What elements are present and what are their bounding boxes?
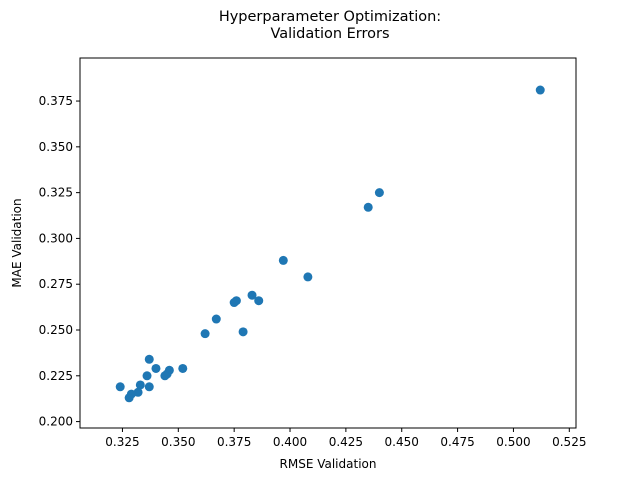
- y-tick-label: 0.200: [39, 415, 73, 429]
- scatter-points: [115, 85, 545, 403]
- x-tick-label: 0.400: [273, 435, 307, 449]
- y-axis-ticks: 0.200 0.225 0.250 0.275 0.300 0.325 0.350 0.375: [39, 94, 80, 429]
- scatter-point: [160, 371, 170, 381]
- scatter-point: [374, 188, 384, 198]
- scatter-point: [278, 255, 288, 265]
- scatter-point: [535, 85, 545, 95]
- y-tick-label: 0.375: [39, 94, 73, 108]
- chart-title-line-1: Hyperparameter Optimization:: [219, 9, 441, 25]
- y-tick-label: 0.225: [39, 369, 73, 383]
- x-axis-label: RMSE Validation: [280, 457, 377, 471]
- x-tick-label: 0.450: [385, 435, 419, 449]
- scatter-point: [254, 296, 264, 306]
- y-tick-label: 0.250: [39, 323, 73, 337]
- scatter-point: [229, 298, 239, 308]
- scatter-point: [303, 272, 313, 282]
- scatter-point: [200, 329, 210, 339]
- y-tick-label: 0.300: [39, 231, 73, 245]
- x-tick-label: 0.375: [217, 435, 251, 449]
- x-tick-label: 0.500: [496, 435, 530, 449]
- y-axis-label: MAE Validation: [10, 198, 24, 287]
- y-tick-label: 0.275: [39, 277, 73, 291]
- x-tick-label: 0.350: [161, 435, 195, 449]
- scatter-point: [144, 354, 154, 364]
- chart-title-line-2: Validation Errors: [270, 26, 389, 42]
- scatter-point: [124, 393, 134, 403]
- scatter-point: [363, 202, 373, 212]
- scatter-point: [115, 382, 125, 392]
- x-tick-label: 0.525: [552, 435, 586, 449]
- scatter-point: [238, 327, 248, 337]
- plot-area-frame: [79, 57, 577, 429]
- scatter-point: [211, 314, 221, 324]
- scatter-point: [247, 290, 257, 300]
- scatter-point: [135, 380, 145, 390]
- scatter-point: [142, 371, 152, 381]
- x-tick-label: 0.325: [105, 435, 139, 449]
- scatter-point: [151, 363, 161, 373]
- scatter-point: [144, 382, 154, 392]
- y-tick-label: 0.325: [39, 186, 73, 200]
- x-tick-label: 0.425: [329, 435, 363, 449]
- y-tick-label: 0.350: [39, 140, 73, 154]
- x-axis-ticks: 0.325 0.350 0.375 0.400 0.425 0.450 0.475 0.500…: [105, 428, 586, 449]
- scatter-point: [178, 363, 188, 373]
- x-tick-label: 0.475: [440, 435, 474, 449]
